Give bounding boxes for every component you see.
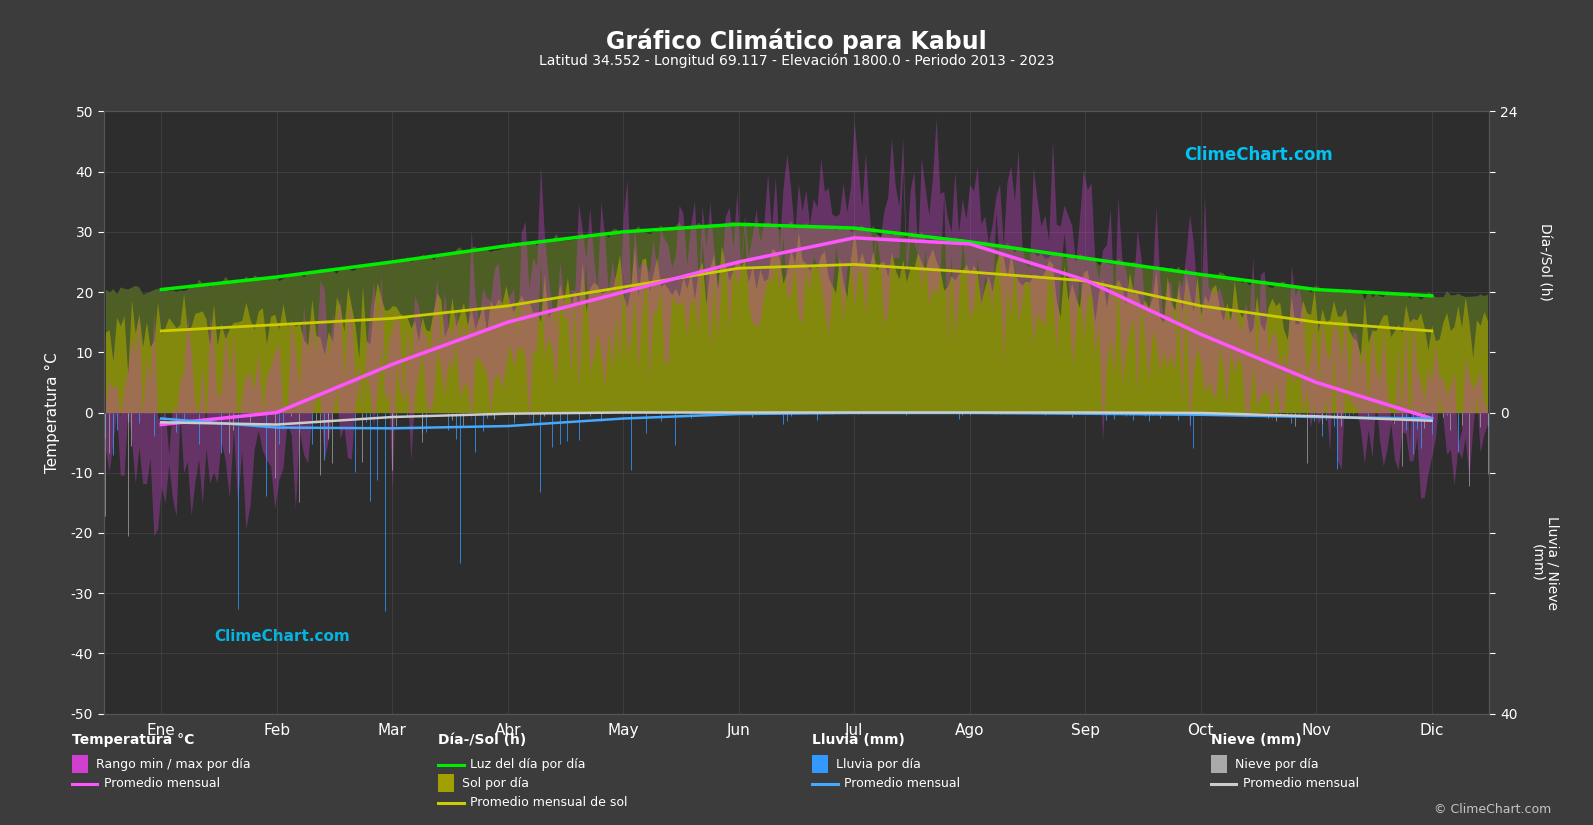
Text: Día-/Sol (h): Día-/Sol (h) <box>438 733 526 747</box>
Text: Promedio mensual: Promedio mensual <box>1243 777 1359 790</box>
Text: ClimeChart.com: ClimeChart.com <box>215 629 350 644</box>
Y-axis label: Temperatura °C: Temperatura °C <box>45 352 59 473</box>
Text: Sol por día: Sol por día <box>462 777 529 790</box>
Text: Promedio mensual: Promedio mensual <box>844 777 961 790</box>
Text: Luz del día por día: Luz del día por día <box>470 758 586 771</box>
Text: Día-/Sol (h): Día-/Sol (h) <box>1537 223 1552 301</box>
Text: Lluvia (mm): Lluvia (mm) <box>812 733 905 747</box>
Text: ClimeChart.com: ClimeChart.com <box>1185 145 1333 163</box>
Text: Promedio mensual de sol: Promedio mensual de sol <box>470 796 628 809</box>
Text: Promedio mensual: Promedio mensual <box>104 777 220 790</box>
Text: Nieve (mm): Nieve (mm) <box>1211 733 1301 747</box>
Text: Lluvia por día: Lluvia por día <box>836 758 921 771</box>
Text: Temperatura °C: Temperatura °C <box>72 733 194 747</box>
Text: Gráfico Climático para Kabul: Gráfico Climático para Kabul <box>605 29 988 54</box>
Text: Rango min / max por día: Rango min / max por día <box>96 758 250 771</box>
Text: Nieve por día: Nieve por día <box>1235 758 1317 771</box>
Text: Lluvia / Nieve
(mm): Lluvia / Nieve (mm) <box>1529 516 1560 610</box>
Text: © ClimeChart.com: © ClimeChart.com <box>1434 803 1552 816</box>
Text: Latitud 34.552 - Longitud 69.117 - Elevación 1800.0 - Periodo 2013 - 2023: Latitud 34.552 - Longitud 69.117 - Eleva… <box>538 54 1055 68</box>
